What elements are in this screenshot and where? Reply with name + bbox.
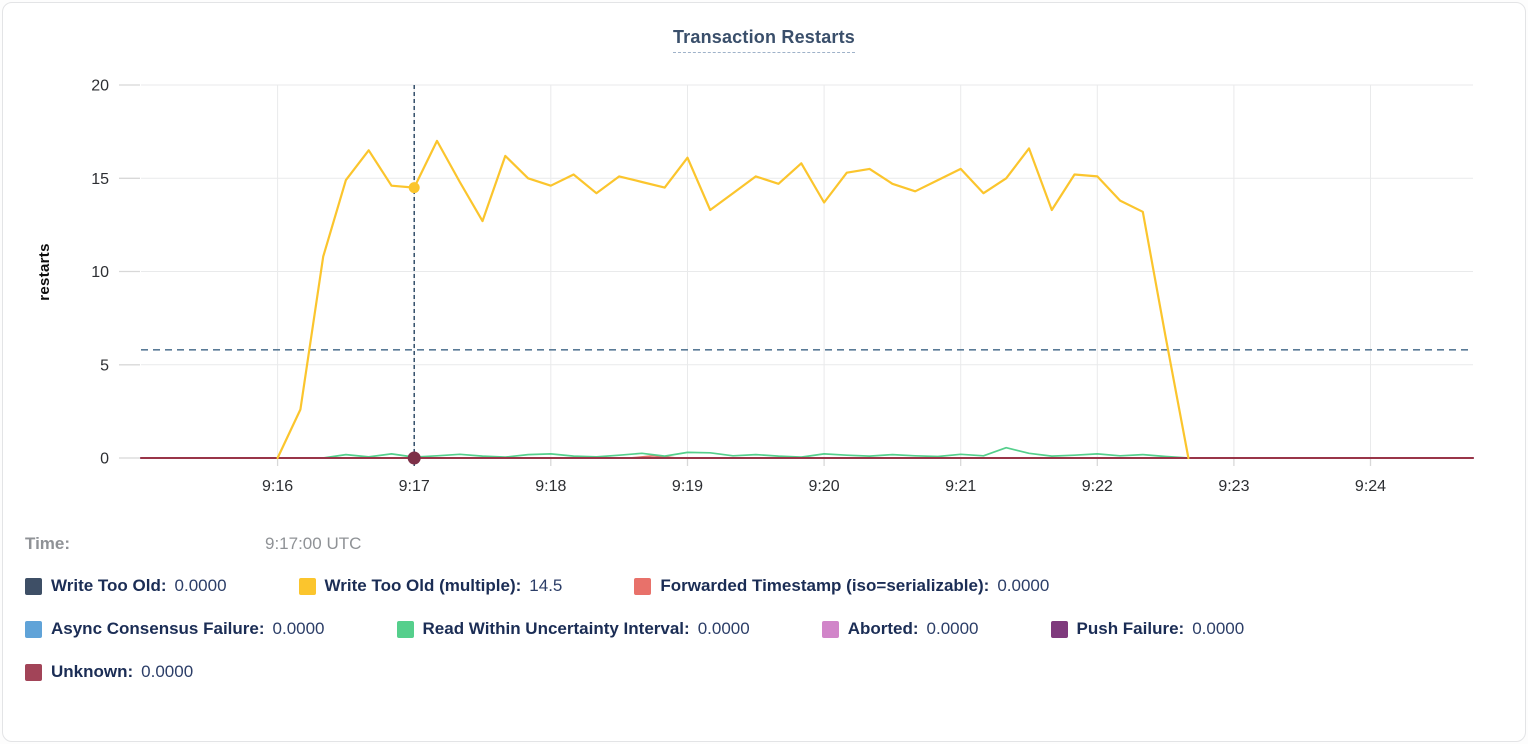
y-axis-label: restarts [36,243,53,300]
series-read-within-uncertainty-interval [322,446,1190,459]
legend-item-write-too-old: Write Too Old: 0.0000 [25,576,227,596]
svg-text:9:23: 9:23 [1218,478,1249,495]
legend-value: 14.5 [529,576,563,595]
series-color-swatch-async-consensus-failure [25,620,42,638]
legend-item-aborted: Aborted: 0.0000 [821,619,979,639]
legend-label: Write Too Old (multiple): [324,576,522,595]
legend-label: Unknown: [51,662,134,681]
svg-text:9:22: 9:22 [1082,478,1113,495]
crosshair-dot-unknown [407,451,421,465]
x-axis-ticks [276,458,1372,466]
series-color-swatch-write-too-old [25,577,42,595]
legend-label: Aborted: [847,619,919,638]
y-axis-tick-labels: 0 5 10 15 20 [91,78,109,468]
svg-text:0: 0 [100,451,109,468]
crosshair-highlight-dots [407,182,421,465]
legend-value: 0.0000 [997,576,1050,595]
legend-value: 0.0000 [141,662,194,681]
legend: Write Too Old: 0.0000 Write Too Old (multi… [25,576,1525,682]
series-color-swatch-unknown [25,663,42,681]
legend-label: Write Too Old: [51,576,167,595]
series-color-swatch-forwarded-timestamp [634,577,652,595]
svg-text:20: 20 [91,78,109,95]
chart-plot-area[interactable]: 0 5 10 15 20 9:16 9:17 9:18 9:19 9:20 9:21 9:22 9:23… [3,63,1525,508]
crosshair-dot-write-too-old-multiple- [408,182,420,194]
legend-row: Write Too Old: 0.0000 Write Too Old (multi… [25,576,1525,596]
legend-value: 0.0000 [1192,619,1245,638]
svg-text:5: 5 [100,357,109,374]
svg-text:9:21: 9:21 [945,478,976,495]
time-readout: Time: 9:17:00 UTC [25,534,1525,554]
series-color-swatch-read-within-uncertainty-interval [396,620,414,638]
horizontal-gridlines [141,84,1473,459]
chart-title[interactable]: Transaction Restarts [672,27,856,53]
legend-label: Async Consensus Failure: [51,619,265,638]
legend-item-async-consensus-failure: Async Consensus Failure: 0.0000 [25,619,325,639]
legend-value: 0.0000 [174,576,227,595]
legend-item-push-failure: Push Failure: 0.0000 [1050,619,1245,639]
legend-item-write-too-old-multiple: Write Too Old (multiple): 14.5 [298,576,563,596]
legend-label: Forwarded Timestamp (iso=serializable): [660,576,990,595]
svg-text:9:24: 9:24 [1355,478,1386,495]
svg-text:10: 10 [91,264,109,281]
legend-value: 0.0000 [926,619,979,638]
transaction-restarts-chart[interactable]: 0 5 10 15 20 9:16 9:17 9:18 9:19 9:20 9:21 9:22 9:23… [3,63,1525,508]
svg-text:9:19: 9:19 [672,478,703,495]
x-axis-tick-labels: 9:16 9:17 9:18 9:19 9:20 9:21 9:22 9:23 9:24 [262,478,1386,495]
svg-text:15: 15 [91,171,109,188]
series-color-swatch-aborted [821,620,839,638]
svg-text:9:20: 9:20 [809,478,840,495]
svg-text:9:16: 9:16 [262,478,293,495]
y-axis-ticks [119,84,140,459]
series-write-too-old-multiple [276,139,1190,460]
vertical-gridlines [277,85,1371,458]
chart-title-wrap: Transaction Restarts [3,27,1525,59]
svg-text:9:17: 9:17 [399,478,430,495]
legend-label: Push Failure: [1076,619,1185,638]
legend-row: Async Consensus Failure: 0.0000 Read Withi… [25,619,1525,639]
legend-item-unknown: Unknown: 0.0000 [25,662,193,682]
legend-label: Read Within Uncertainty Interval: [422,619,690,638]
time-label: Time: [25,534,71,553]
legend-row: Unknown: 0.0000 [25,662,1525,682]
legend-item-read-within-uncertainty-interval: Read Within Uncertainty Interval: 0.0000 [396,619,750,639]
series-color-swatch-write-too-old-multiple [298,577,316,595]
series-color-swatch-push-failure [1050,620,1068,638]
legend-value: 0.0000 [697,619,750,638]
svg-text:9:18: 9:18 [535,478,566,495]
legend-item-forwarded-timestamp: Forwarded Timestamp (iso=serializable): 0… [634,576,1049,596]
time-value: 9:17:00 UTC [265,534,362,553]
legend-value: 0.0000 [272,619,325,638]
